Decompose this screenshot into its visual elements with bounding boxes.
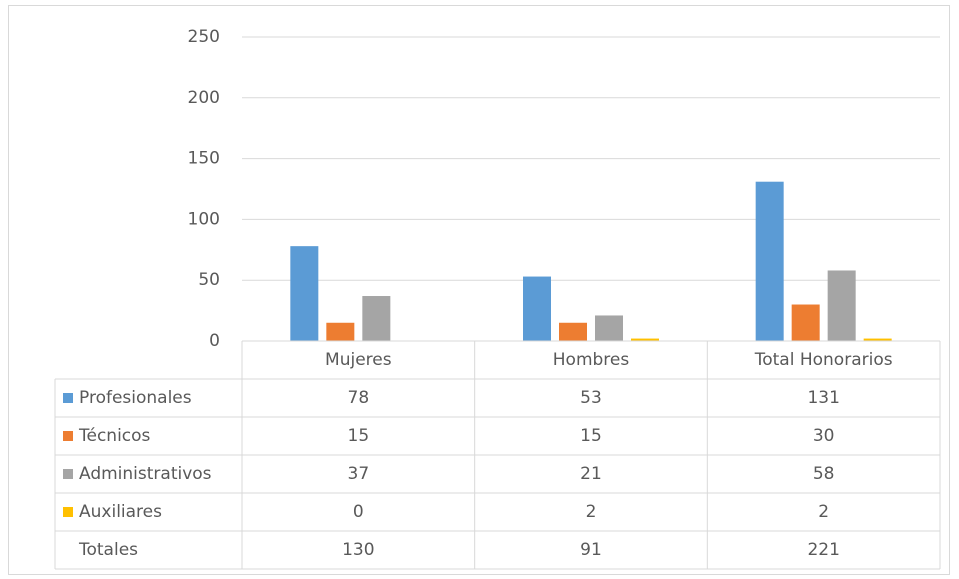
bar [326, 322, 355, 341]
x-tick-label: Mujeres [325, 350, 392, 370]
x-tick-label: Total Honorarios [754, 350, 893, 370]
y-tick-label: 100 [188, 209, 220, 229]
legend-swatch [63, 393, 73, 403]
table-cell: 37 [348, 464, 370, 484]
table-cell: 15 [348, 426, 370, 446]
y-tick-label: 50 [198, 270, 220, 290]
bar [559, 322, 587, 341]
table-cell: 0 [353, 502, 364, 522]
legend-swatch [63, 431, 73, 441]
y-tick-label: 250 [188, 27, 220, 47]
legend-swatch [63, 507, 73, 517]
bar [523, 276, 551, 341]
table-cell: 30 [813, 426, 835, 446]
bar [362, 296, 391, 341]
legend-label: Administrativos [79, 464, 212, 484]
table-cell: 78 [348, 388, 370, 408]
table-cell: 2 [586, 502, 597, 522]
bar [631, 338, 659, 341]
table-cell: 21 [580, 464, 602, 484]
table-cell: 53 [580, 388, 602, 408]
table-cell: 58 [813, 464, 835, 484]
bar [755, 181, 784, 341]
y-tick-label: 150 [188, 149, 220, 169]
legend-label: Profesionales [79, 388, 192, 408]
table-cell: 91 [580, 540, 602, 560]
legend-label: Técnicos [78, 426, 151, 446]
table-cell: 131 [807, 388, 839, 408]
bar [863, 338, 892, 341]
table-cell: 15 [580, 426, 602, 446]
bar [827, 270, 856, 341]
totals-label: Totales [78, 540, 138, 560]
table-cell: 221 [807, 540, 839, 560]
legend-swatch [63, 469, 73, 479]
bar [290, 246, 319, 341]
bar [595, 315, 623, 341]
chart-border [8, 5, 950, 575]
table-cell: 130 [342, 540, 374, 560]
y-tick-label: 0 [209, 331, 220, 351]
table-cell: 2 [818, 502, 829, 522]
x-tick-label: Hombres [553, 350, 630, 370]
bar [791, 304, 820, 341]
y-tick-label: 200 [188, 88, 220, 108]
legend-label: Auxiliares [79, 502, 162, 522]
